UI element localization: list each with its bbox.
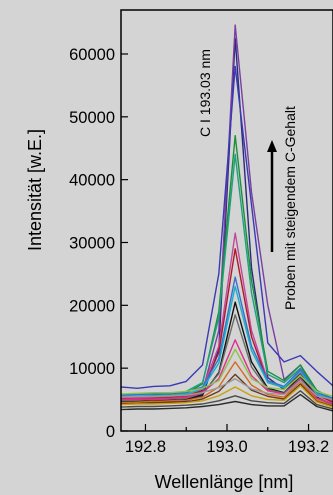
y-tick-label: 30000 bbox=[69, 234, 115, 252]
series-line-14 bbox=[121, 361, 333, 407]
x-tick-label: 193.0 bbox=[206, 438, 247, 456]
y-tick-label: 50000 bbox=[69, 109, 115, 127]
y-tick-label: 0 bbox=[106, 423, 115, 441]
series-line-19 bbox=[121, 393, 333, 412]
line-label: C I 193.03 nm bbox=[197, 49, 213, 137]
series-line-3 bbox=[121, 65, 333, 389]
arrow-label: Proben mit steigendem C-Gehalt bbox=[282, 106, 298, 310]
arrow-head bbox=[267, 140, 277, 152]
ticks-layer: 0 10000 20000 30000 40000 50000 60000 192.8 193.… bbox=[69, 46, 329, 456]
y-tick-label: 20000 bbox=[69, 297, 115, 315]
x-tick-label: 192.8 bbox=[125, 438, 166, 456]
series-line-16 bbox=[121, 378, 333, 401]
x-tick-label: 193.2 bbox=[288, 438, 329, 456]
x-axis-title: Wellenlänge [nm] bbox=[155, 472, 294, 492]
series-line-12 bbox=[121, 339, 333, 405]
series-line-18 bbox=[121, 390, 333, 410]
y-tick-label: 40000 bbox=[69, 172, 115, 190]
series-line-17 bbox=[121, 385, 333, 408]
series-line-8 bbox=[121, 276, 333, 399]
y-tick-label: 60000 bbox=[69, 46, 115, 64]
series-line-13 bbox=[121, 348, 333, 398]
y-axis-title: Intensität [w.E.] bbox=[25, 129, 45, 251]
y-tick-label: 10000 bbox=[69, 360, 115, 378]
series-layer bbox=[121, 24, 333, 412]
